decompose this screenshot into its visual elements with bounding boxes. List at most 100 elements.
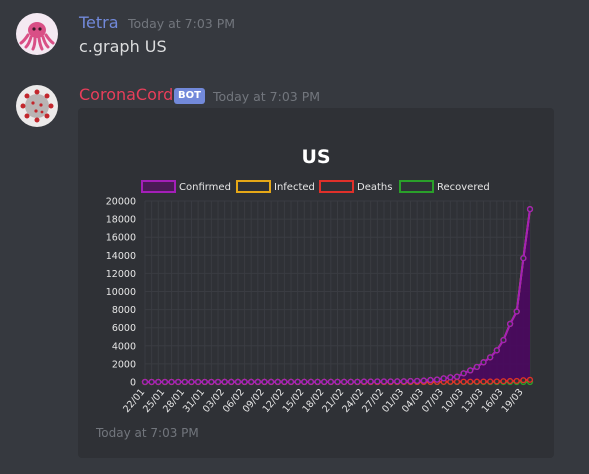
data-point-deaths <box>467 378 474 385</box>
data-point-deaths <box>487 378 494 385</box>
data-point-confirmed <box>394 378 401 385</box>
data-point-confirmed <box>480 359 487 366</box>
data-point-confirmed <box>513 308 520 315</box>
data-point-confirmed <box>268 378 275 386</box>
data-point-confirmed <box>155 378 162 386</box>
data-point-confirmed <box>427 376 434 384</box>
legend-swatch <box>319 180 354 193</box>
data-point-confirmed <box>327 378 334 385</box>
data-point-confirmed <box>221 378 228 386</box>
legend-swatch <box>141 180 176 193</box>
data-point-confirmed <box>228 378 235 386</box>
data-point-deaths <box>460 378 467 385</box>
data-point-confirmed <box>387 378 394 385</box>
embed: US Confirmed Infected Deaths Recovered 0 2000 4… <box>78 108 554 458</box>
y-tick-label: 6000 <box>112 323 136 334</box>
embed-footer: Today at 7:03 PM <box>96 426 199 440</box>
chart-title: US <box>301 146 330 168</box>
data-point-confirmed <box>148 378 155 386</box>
author-name[interactable]: Tetra <box>79 13 119 32</box>
data-point-confirmed <box>414 377 421 385</box>
y-tick-label: 12000 <box>106 269 136 280</box>
data-point-confirmed <box>374 378 381 385</box>
data-point-confirmed <box>188 378 195 386</box>
y-tick-label: 18000 <box>106 215 136 226</box>
user-avatar[interactable] <box>16 13 58 55</box>
y-tick-label: 0 <box>130 378 136 389</box>
data-point-confirmed <box>334 378 341 385</box>
data-point-confirmed <box>493 347 500 354</box>
data-point-confirmed <box>433 376 441 383</box>
author-name[interactable]: CoronaCord <box>79 85 174 104</box>
data-point-deaths <box>453 378 461 385</box>
legend-label: Confirmed <box>179 182 231 193</box>
virus-avatar-icon <box>16 85 58 127</box>
data-point-confirmed <box>487 354 494 361</box>
data-point-confirmed <box>467 367 474 374</box>
data-point-confirmed <box>307 378 315 385</box>
data-point-confirmed <box>168 378 175 386</box>
data-point-confirmed <box>400 378 407 385</box>
legend-label: Deaths <box>357 182 392 193</box>
data-point-confirmed <box>407 378 414 385</box>
data-point-confirmed <box>321 378 328 385</box>
data-point-confirmed <box>301 378 308 385</box>
x-tick-label: 19/03 <box>500 387 526 415</box>
data-point-confirmed <box>520 255 527 262</box>
bot-avatar[interactable] <box>16 85 58 127</box>
data-point-deaths <box>493 378 500 385</box>
data-point-confirmed <box>420 377 427 384</box>
data-point-confirmed <box>201 378 208 386</box>
legend-swatch <box>399 180 434 193</box>
data-point-confirmed <box>367 378 374 385</box>
data-point-confirmed <box>234 378 242 386</box>
data-point-deaths <box>506 377 514 385</box>
data-point-deaths <box>473 378 480 385</box>
data-point-deaths <box>526 376 534 383</box>
data-point-confirmed <box>473 363 480 371</box>
data-point-confirmed <box>175 378 182 386</box>
data-point-confirmed <box>161 378 169 386</box>
data-point-confirmed <box>460 370 467 377</box>
octopus-avatar-icon <box>16 13 58 55</box>
legend-label: Infected <box>274 182 315 193</box>
data-point-confirmed <box>360 378 368 385</box>
data-point-confirmed <box>241 378 248 386</box>
data-point-confirmed <box>261 378 268 386</box>
data-point-confirmed <box>208 378 215 386</box>
data-point-confirmed <box>214 378 222 386</box>
data-point-confirmed <box>287 378 295 385</box>
data-point-confirmed <box>195 378 202 386</box>
legend-swatch <box>236 180 271 193</box>
data-point-confirmed <box>506 320 514 327</box>
y-tick-label: 20000 <box>106 197 136 208</box>
y-tick-label: 14000 <box>106 251 136 262</box>
message-content: c.graph US <box>79 37 167 56</box>
bot-tag: BOT <box>174 88 205 104</box>
data-point-confirmed <box>453 373 461 380</box>
message-timestamp: Today at 7:03 PM <box>213 89 321 104</box>
message-timestamp: Today at 7:03 PM <box>128 16 236 31</box>
data-point-confirmed <box>274 378 281 385</box>
data-point-confirmed <box>181 378 188 386</box>
data-point-confirmed <box>254 378 261 386</box>
data-point-confirmed <box>347 378 354 385</box>
chart-image[interactable]: US Confirmed Infected Deaths Recovered 0 2000 4… <box>90 128 545 428</box>
data-point-deaths <box>513 377 520 385</box>
series-area-confirmed <box>145 209 530 382</box>
data-point-confirmed <box>440 375 447 382</box>
data-point-confirmed <box>314 378 321 385</box>
y-tick-label: 8000 <box>112 305 136 316</box>
y-tick-label: 10000 <box>106 287 136 298</box>
data-point-confirmed <box>281 378 288 385</box>
y-tick-label: 2000 <box>112 359 136 370</box>
chart-svg: US Confirmed Infected Deaths Recovered 0 2000 4… <box>106 146 534 415</box>
data-point-confirmed <box>447 374 454 381</box>
data-point-deaths <box>480 378 487 385</box>
data-point-deaths <box>500 378 507 385</box>
data-point-confirmed <box>248 378 255 386</box>
data-point-confirmed <box>354 378 361 385</box>
data-point-confirmed <box>341 378 348 385</box>
data-point-confirmed <box>500 336 507 344</box>
y-tick-label: 4000 <box>112 341 136 352</box>
